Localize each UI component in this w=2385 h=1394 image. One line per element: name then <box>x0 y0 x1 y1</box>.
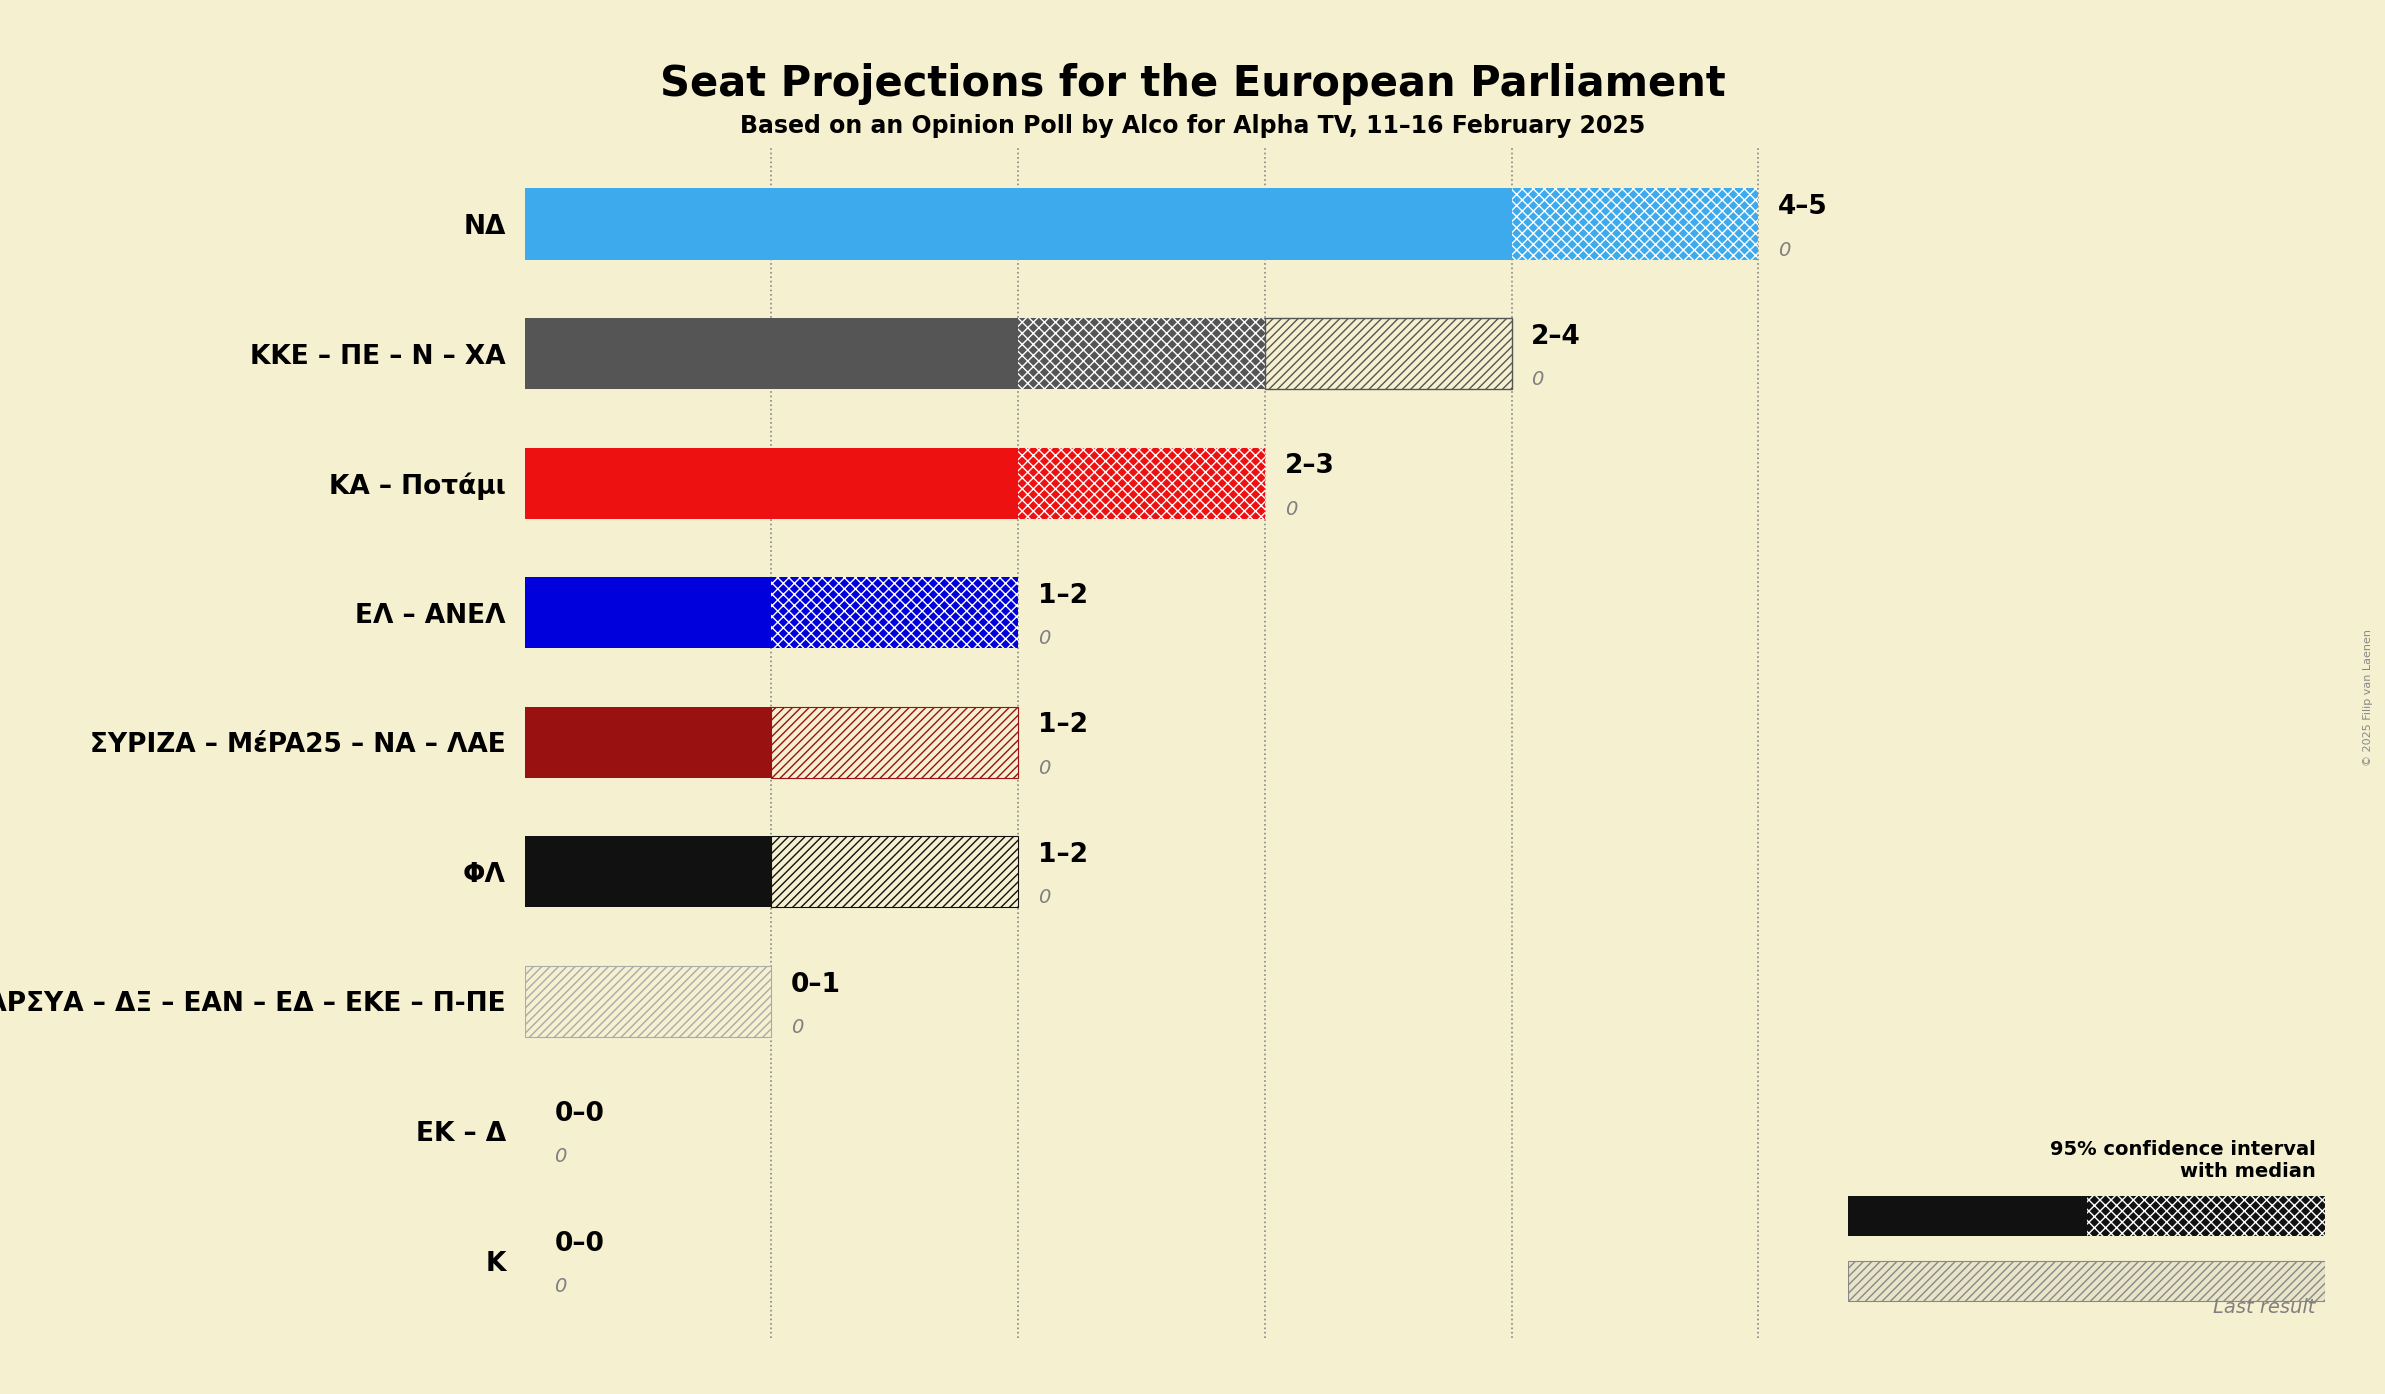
Bar <box>525 447 1018 519</box>
Bar <box>525 836 770 907</box>
Text: 0: 0 <box>1531 369 1543 389</box>
Bar <box>525 966 770 1037</box>
Text: 1–2: 1–2 <box>1037 712 1088 739</box>
Bar <box>1264 318 1512 389</box>
Bar <box>1848 1262 2325 1301</box>
Bar <box>525 577 770 648</box>
Text: 0: 0 <box>553 1147 568 1167</box>
Text: 1–2: 1–2 <box>1037 842 1088 868</box>
Text: Last result: Last result <box>2213 1298 2316 1317</box>
Bar <box>1018 447 1264 519</box>
Text: 0: 0 <box>792 1018 804 1037</box>
Bar <box>770 836 1018 907</box>
Bar <box>525 707 770 778</box>
Bar <box>525 318 1018 389</box>
Bar <box>1512 188 1758 259</box>
Text: 0: 0 <box>1286 499 1297 519</box>
Text: 0: 0 <box>553 1277 568 1296</box>
Text: 2–4: 2–4 <box>1531 323 1581 350</box>
Text: © 2025 Filip van Laenen: © 2025 Filip van Laenen <box>2364 629 2373 765</box>
Text: 0–0: 0–0 <box>553 1101 603 1128</box>
Text: 0: 0 <box>1779 241 1791 259</box>
Text: 0–0: 0–0 <box>553 1231 603 1256</box>
Text: Based on an Opinion Poll by Alco for Alpha TV, 11–16 February 2025: Based on an Opinion Poll by Alco for Alp… <box>739 114 1646 138</box>
Bar <box>1848 1196 2087 1235</box>
Text: 0–1: 0–1 <box>792 972 842 998</box>
Text: Seat Projections for the European Parliament: Seat Projections for the European Parlia… <box>661 63 1724 105</box>
Text: 0: 0 <box>1037 629 1049 648</box>
Text: 4–5: 4–5 <box>1779 194 1827 220</box>
Text: 95% confidence interval
with median: 95% confidence interval with median <box>2051 1140 2316 1181</box>
Text: 2–3: 2–3 <box>1286 453 1336 480</box>
Text: 1–2: 1–2 <box>1037 583 1088 609</box>
Text: 0: 0 <box>1037 888 1049 907</box>
Bar <box>525 188 1512 259</box>
Text: 0: 0 <box>1037 758 1049 778</box>
Bar <box>770 577 1018 648</box>
Bar <box>1018 318 1264 389</box>
Bar <box>770 707 1018 778</box>
Bar <box>2087 1196 2325 1235</box>
